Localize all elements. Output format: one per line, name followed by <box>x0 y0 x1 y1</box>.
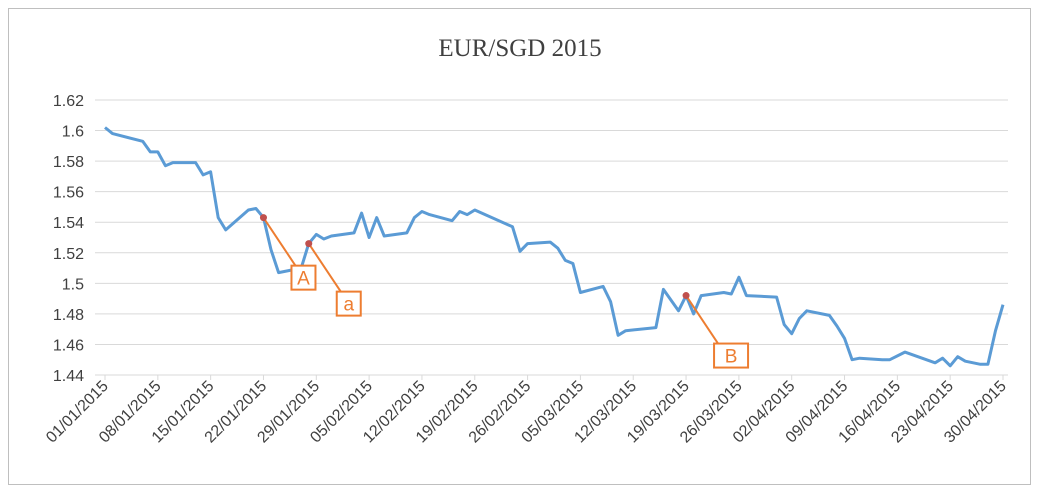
y-tick-label: 1.52 <box>53 246 84 263</box>
annotation-point <box>682 292 690 300</box>
annotation-label: B <box>725 347 738 368</box>
data-line <box>104 126 1005 368</box>
annotation-box <box>290 264 317 291</box>
annotation-leader <box>307 243 342 293</box>
annotation-box <box>713 342 750 369</box>
y-tick-label: 1.46 <box>53 337 84 354</box>
y-tick-label: 1.58 <box>53 154 84 171</box>
y-tick-label: 1.62 <box>53 93 84 110</box>
y-tick-label: 1.48 <box>53 307 84 324</box>
y-tick-label: 1.54 <box>53 215 84 232</box>
annotation-box <box>335 290 362 317</box>
annotation-point <box>305 240 313 248</box>
annotation-label: A <box>297 269 310 290</box>
annotation-leader <box>262 217 297 267</box>
y-tick-label: 1.56 <box>53 185 84 202</box>
chart-title: EUR/SGD 2015 <box>438 35 601 62</box>
y-tick-label: 1.6 <box>62 124 84 141</box>
y-tick-label: 1.5 <box>62 276 84 293</box>
annotation-point <box>259 214 267 222</box>
y-tick-label: 1.44 <box>53 368 84 385</box>
annotation-label: a <box>343 295 354 316</box>
annotation-leader <box>685 295 719 345</box>
